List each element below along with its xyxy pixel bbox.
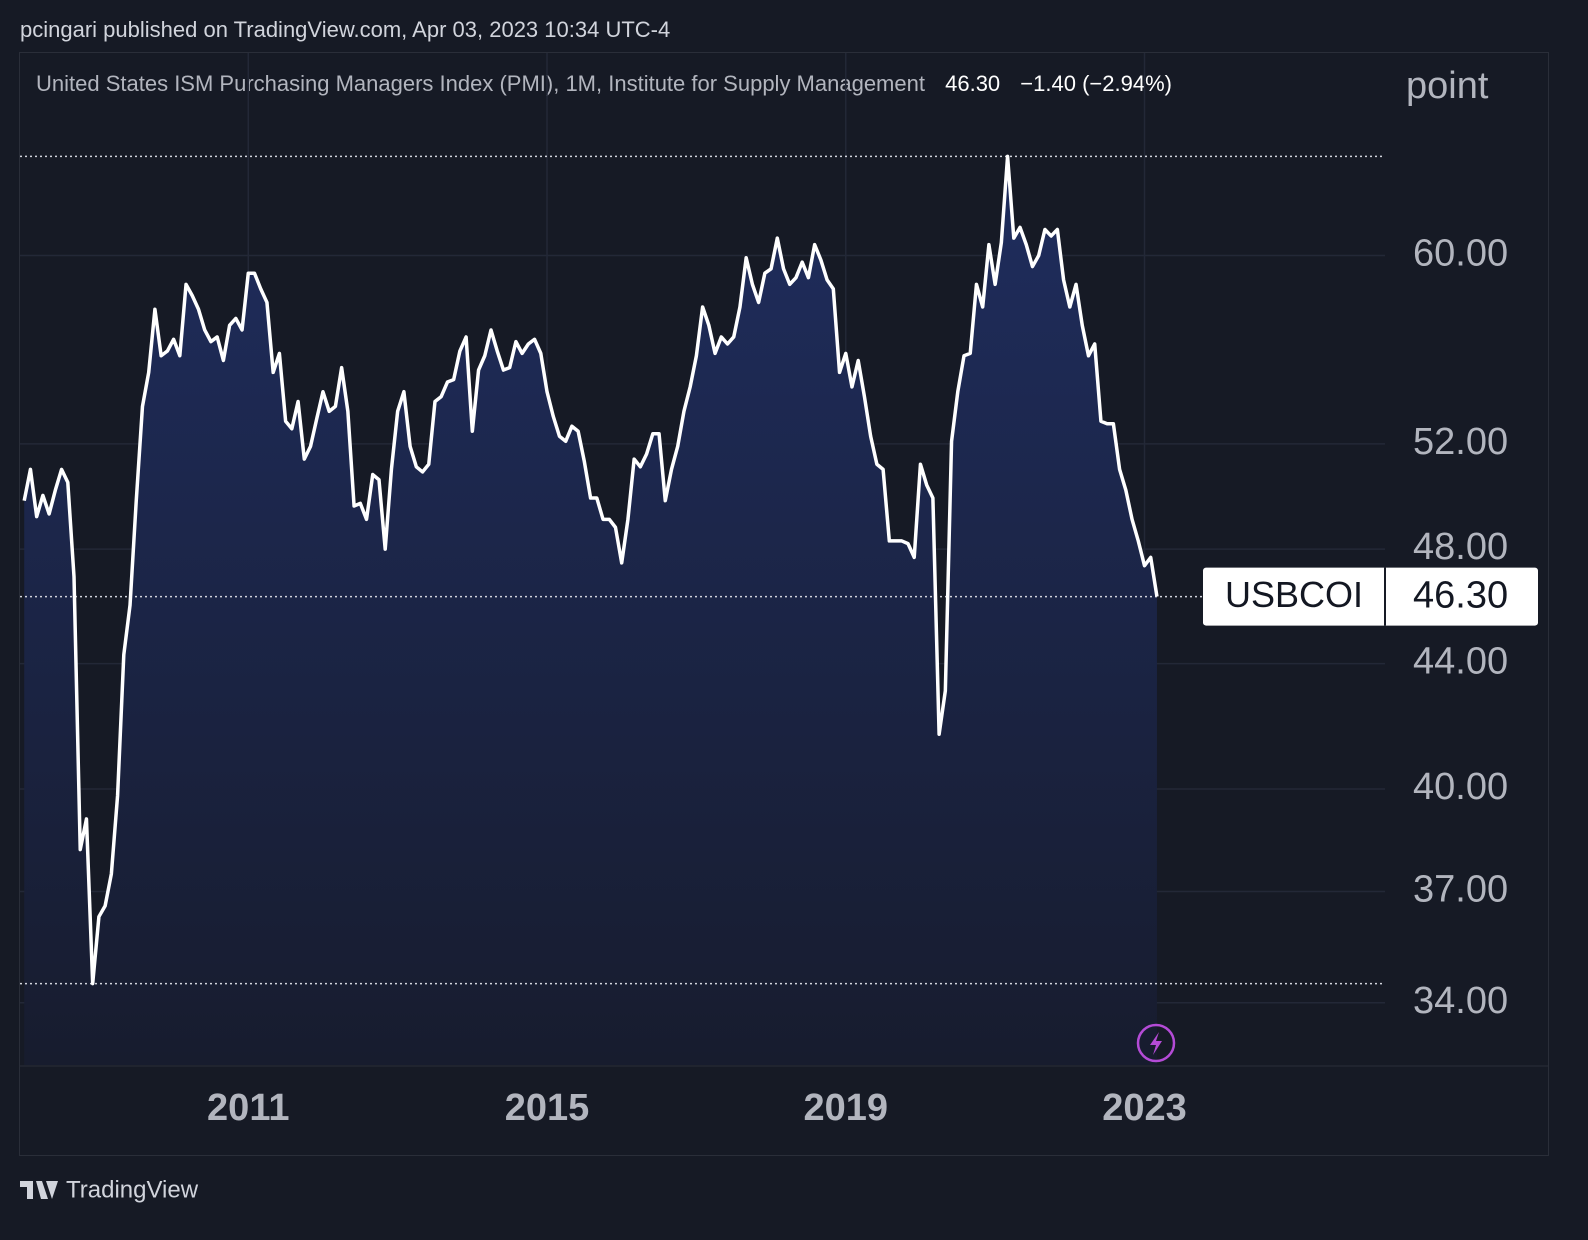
x-tick-label: 2015 (505, 1087, 590, 1129)
symbol-label: USBCOI (1225, 574, 1363, 615)
line (22, 154, 1159, 986)
unit-label: point (1406, 65, 1489, 107)
x-tick-label: 2011 (207, 1087, 289, 1129)
x-tick-label: 2019 (803, 1087, 888, 1129)
plot (20, 154, 1385, 1066)
price-tag (1203, 567, 1538, 626)
legend-line: United States ISM Purchasing Managers In… (36, 71, 1172, 96)
change: −1.40 (−2.94%) (1020, 71, 1172, 96)
y-tick-label: 37.00 (1413, 869, 1508, 911)
price-label: 46.30 (1413, 575, 1508, 617)
y-tick-label: 48.00 (1413, 526, 1508, 568)
brand: TradingView (20, 1176, 199, 1203)
publisher: pcingari published on TradingView.com, A… (20, 17, 670, 42)
brand-name: TradingView (66, 1176, 199, 1203)
event-icon (1136, 1023, 1176, 1063)
y-tick-label: 40.00 (1413, 766, 1508, 808)
last-value: 46.30 (945, 71, 1000, 96)
area (24, 156, 1157, 1066)
y-tick-label: 60.00 (1413, 233, 1508, 275)
x-tick-label: 2023 (1102, 1087, 1187, 1129)
y-tick-label: 52.00 (1413, 421, 1508, 463)
y-tick-label: 44.00 (1413, 641, 1508, 683)
y-tick-label: 34.00 (1413, 980, 1508, 1022)
axes: 34.00 37.00 40.00 44.00 48.00 52.00 60.00 2011 2… (207, 233, 1538, 1129)
series-title: United States ISM Purchasing Managers In… (36, 71, 925, 96)
